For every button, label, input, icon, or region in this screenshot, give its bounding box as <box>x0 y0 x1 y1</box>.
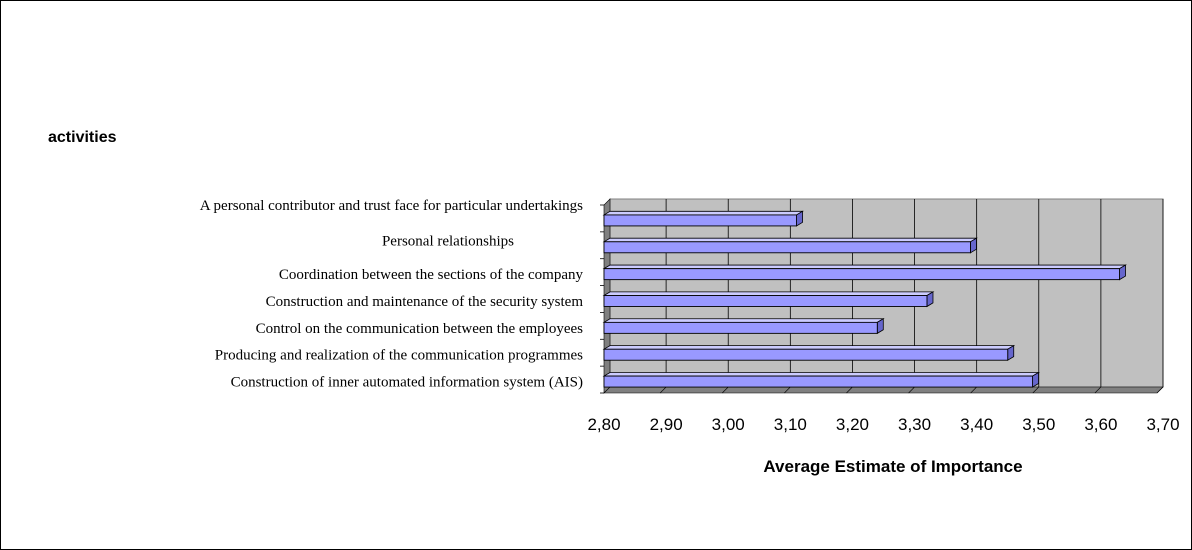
chart-title: activities <box>48 129 117 146</box>
floor-gridline <box>1094 386 1102 394</box>
floor-gridline <box>846 386 853 394</box>
x-tick-label: 3,50 <box>1022 415 1055 434</box>
x-tick-label: 2,80 <box>587 415 620 434</box>
category-label: Construction of inner automated informat… <box>231 375 583 391</box>
bar-front-face <box>603 295 928 307</box>
plot-floor <box>603 386 1164 394</box>
bar-top-face <box>602 264 1127 270</box>
x-tick-labels: 2,80 2,90 3,00 3,10 3,20 3,30 3,40 3,50 3,60 3,70 <box>587 415 1179 434</box>
bar-front-face <box>603 241 971 254</box>
bar-front-face <box>603 214 797 227</box>
x-tick-label: 3,30 <box>898 415 931 434</box>
floor-gridline <box>722 386 729 394</box>
floor-gridline <box>1156 386 1164 394</box>
x-tick-label: 3,60 <box>1084 415 1117 434</box>
category-label: Coordination between the sections of the… <box>279 267 584 283</box>
bar-top-face <box>602 372 1041 377</box>
bar <box>602 318 885 335</box>
bar-top-face <box>602 237 978 243</box>
category-label: Personal relationships <box>382 233 514 249</box>
bar-top-face <box>602 291 935 296</box>
x-axis-label: Average Estimate of Importance <box>763 457 1022 476</box>
bar <box>602 371 1041 388</box>
bars <box>602 210 1127 388</box>
bar-top-face <box>602 345 1016 350</box>
bar <box>602 210 804 227</box>
x-tick-label: 2,90 <box>650 415 683 434</box>
floor-gridline <box>784 386 791 394</box>
bar <box>602 291 935 308</box>
x-tick-label: 3,40 <box>960 415 993 434</box>
category-label: Control on the communication between the… <box>256 321 584 337</box>
bar-top-face <box>602 210 804 216</box>
bar <box>602 237 978 254</box>
bar-top-face <box>602 318 885 323</box>
x-tick-label: 3,00 <box>712 415 745 434</box>
x-tick-label: 3,10 <box>774 415 807 434</box>
bar-front-face <box>603 321 878 334</box>
category-label: Construction and maintenance of the secu… <box>266 294 584 310</box>
bar <box>602 264 1127 281</box>
bar-front-face <box>603 348 1009 361</box>
bar-front-face <box>603 268 1120 281</box>
bar <box>602 344 1016 361</box>
category-label: Producing and realization of the communi… <box>215 348 583 364</box>
category-label: A personal contributor and trust face fo… <box>200 198 583 214</box>
floor-gridline <box>1032 386 1039 394</box>
x-tick-label: 3,70 <box>1146 415 1179 434</box>
floor-gridline <box>908 386 915 394</box>
bar-front-face <box>603 375 1034 388</box>
x-tick-label: 3,20 <box>836 415 869 434</box>
floor-gridline <box>970 386 977 394</box>
category-labels: A personal contributor and trust face fo… <box>200 198 584 391</box>
floor-gridline <box>659 386 667 394</box>
